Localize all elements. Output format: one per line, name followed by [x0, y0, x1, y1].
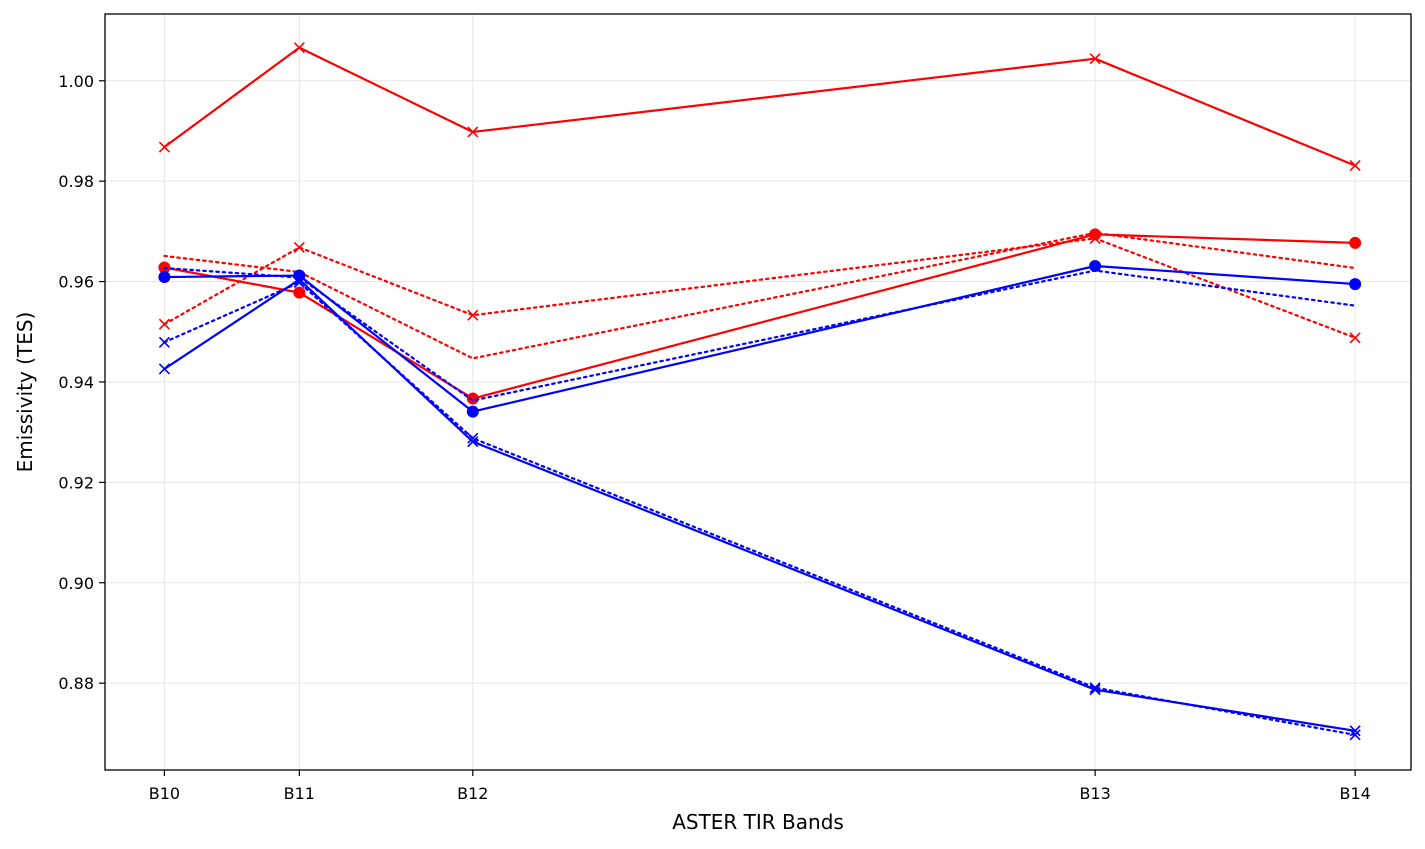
y-tick-label: 0.92 [58, 473, 94, 492]
data-point-circle [158, 271, 171, 284]
series-line [164, 264, 1356, 413]
data-point-x [467, 126, 479, 138]
series-line [164, 233, 1356, 400]
series-5 [158, 260, 1362, 418]
data-point-x [1349, 160, 1361, 172]
x-axis-title: ASTER TIR Bands [672, 810, 844, 834]
data-point-x [1349, 332, 1361, 344]
data-point-x [293, 241, 305, 253]
series-2 [158, 228, 1362, 405]
x-tick-label: B13 [1079, 784, 1110, 803]
data-point-x [467, 309, 479, 321]
data-point-x [1089, 232, 1101, 244]
axis-layer: 0.88 0.90 0.92 0.94 0.96 0.98 1.00 B10 B11 B12 B13… [58, 72, 1370, 803]
y-axis-title: Emissivity (TES) [13, 312, 37, 473]
data-point-circle [1349, 278, 1362, 291]
data-point-x [1349, 729, 1361, 741]
data-point-circle [466, 405, 479, 418]
data-point-x [158, 336, 170, 348]
x-tick-label: B10 [149, 784, 180, 803]
series-line [163, 278, 1356, 732]
data-point-circle [293, 286, 306, 299]
y-tick-label: 0.90 [58, 574, 94, 593]
series-6 [163, 266, 1357, 402]
grid-layer [105, 14, 1411, 770]
data-point-x [1089, 53, 1101, 65]
series-4 [163, 231, 1357, 360]
data-point-x [467, 432, 479, 444]
y-tick-label: 0.88 [58, 674, 94, 693]
data-point-x [158, 363, 170, 375]
data-point-x [1089, 682, 1101, 694]
series-8 [158, 277, 1361, 741]
series-3 [158, 232, 1361, 344]
y-tick-label: 0.98 [58, 172, 94, 191]
series-line [163, 46, 1356, 167]
plot-frame [104, 13, 1412, 771]
series-line [163, 266, 1357, 402]
data-point-x [158, 141, 170, 153]
series-1 [158, 42, 1361, 172]
data-point-circle [1349, 236, 1362, 249]
series-layer [158, 42, 1362, 741]
data-point-x [293, 277, 305, 289]
x-tick-label: B12 [457, 784, 488, 803]
y-tick-label: 1.00 [58, 72, 94, 91]
series-line [163, 231, 1357, 360]
y-tick-label: 0.94 [58, 373, 94, 392]
data-point-x [158, 318, 170, 330]
x-tick-label: B11 [284, 784, 315, 803]
series-line [163, 281, 1357, 736]
data-point-x [293, 42, 305, 54]
y-tick-label: 0.96 [58, 273, 94, 292]
x-tick-label: B14 [1339, 784, 1370, 803]
